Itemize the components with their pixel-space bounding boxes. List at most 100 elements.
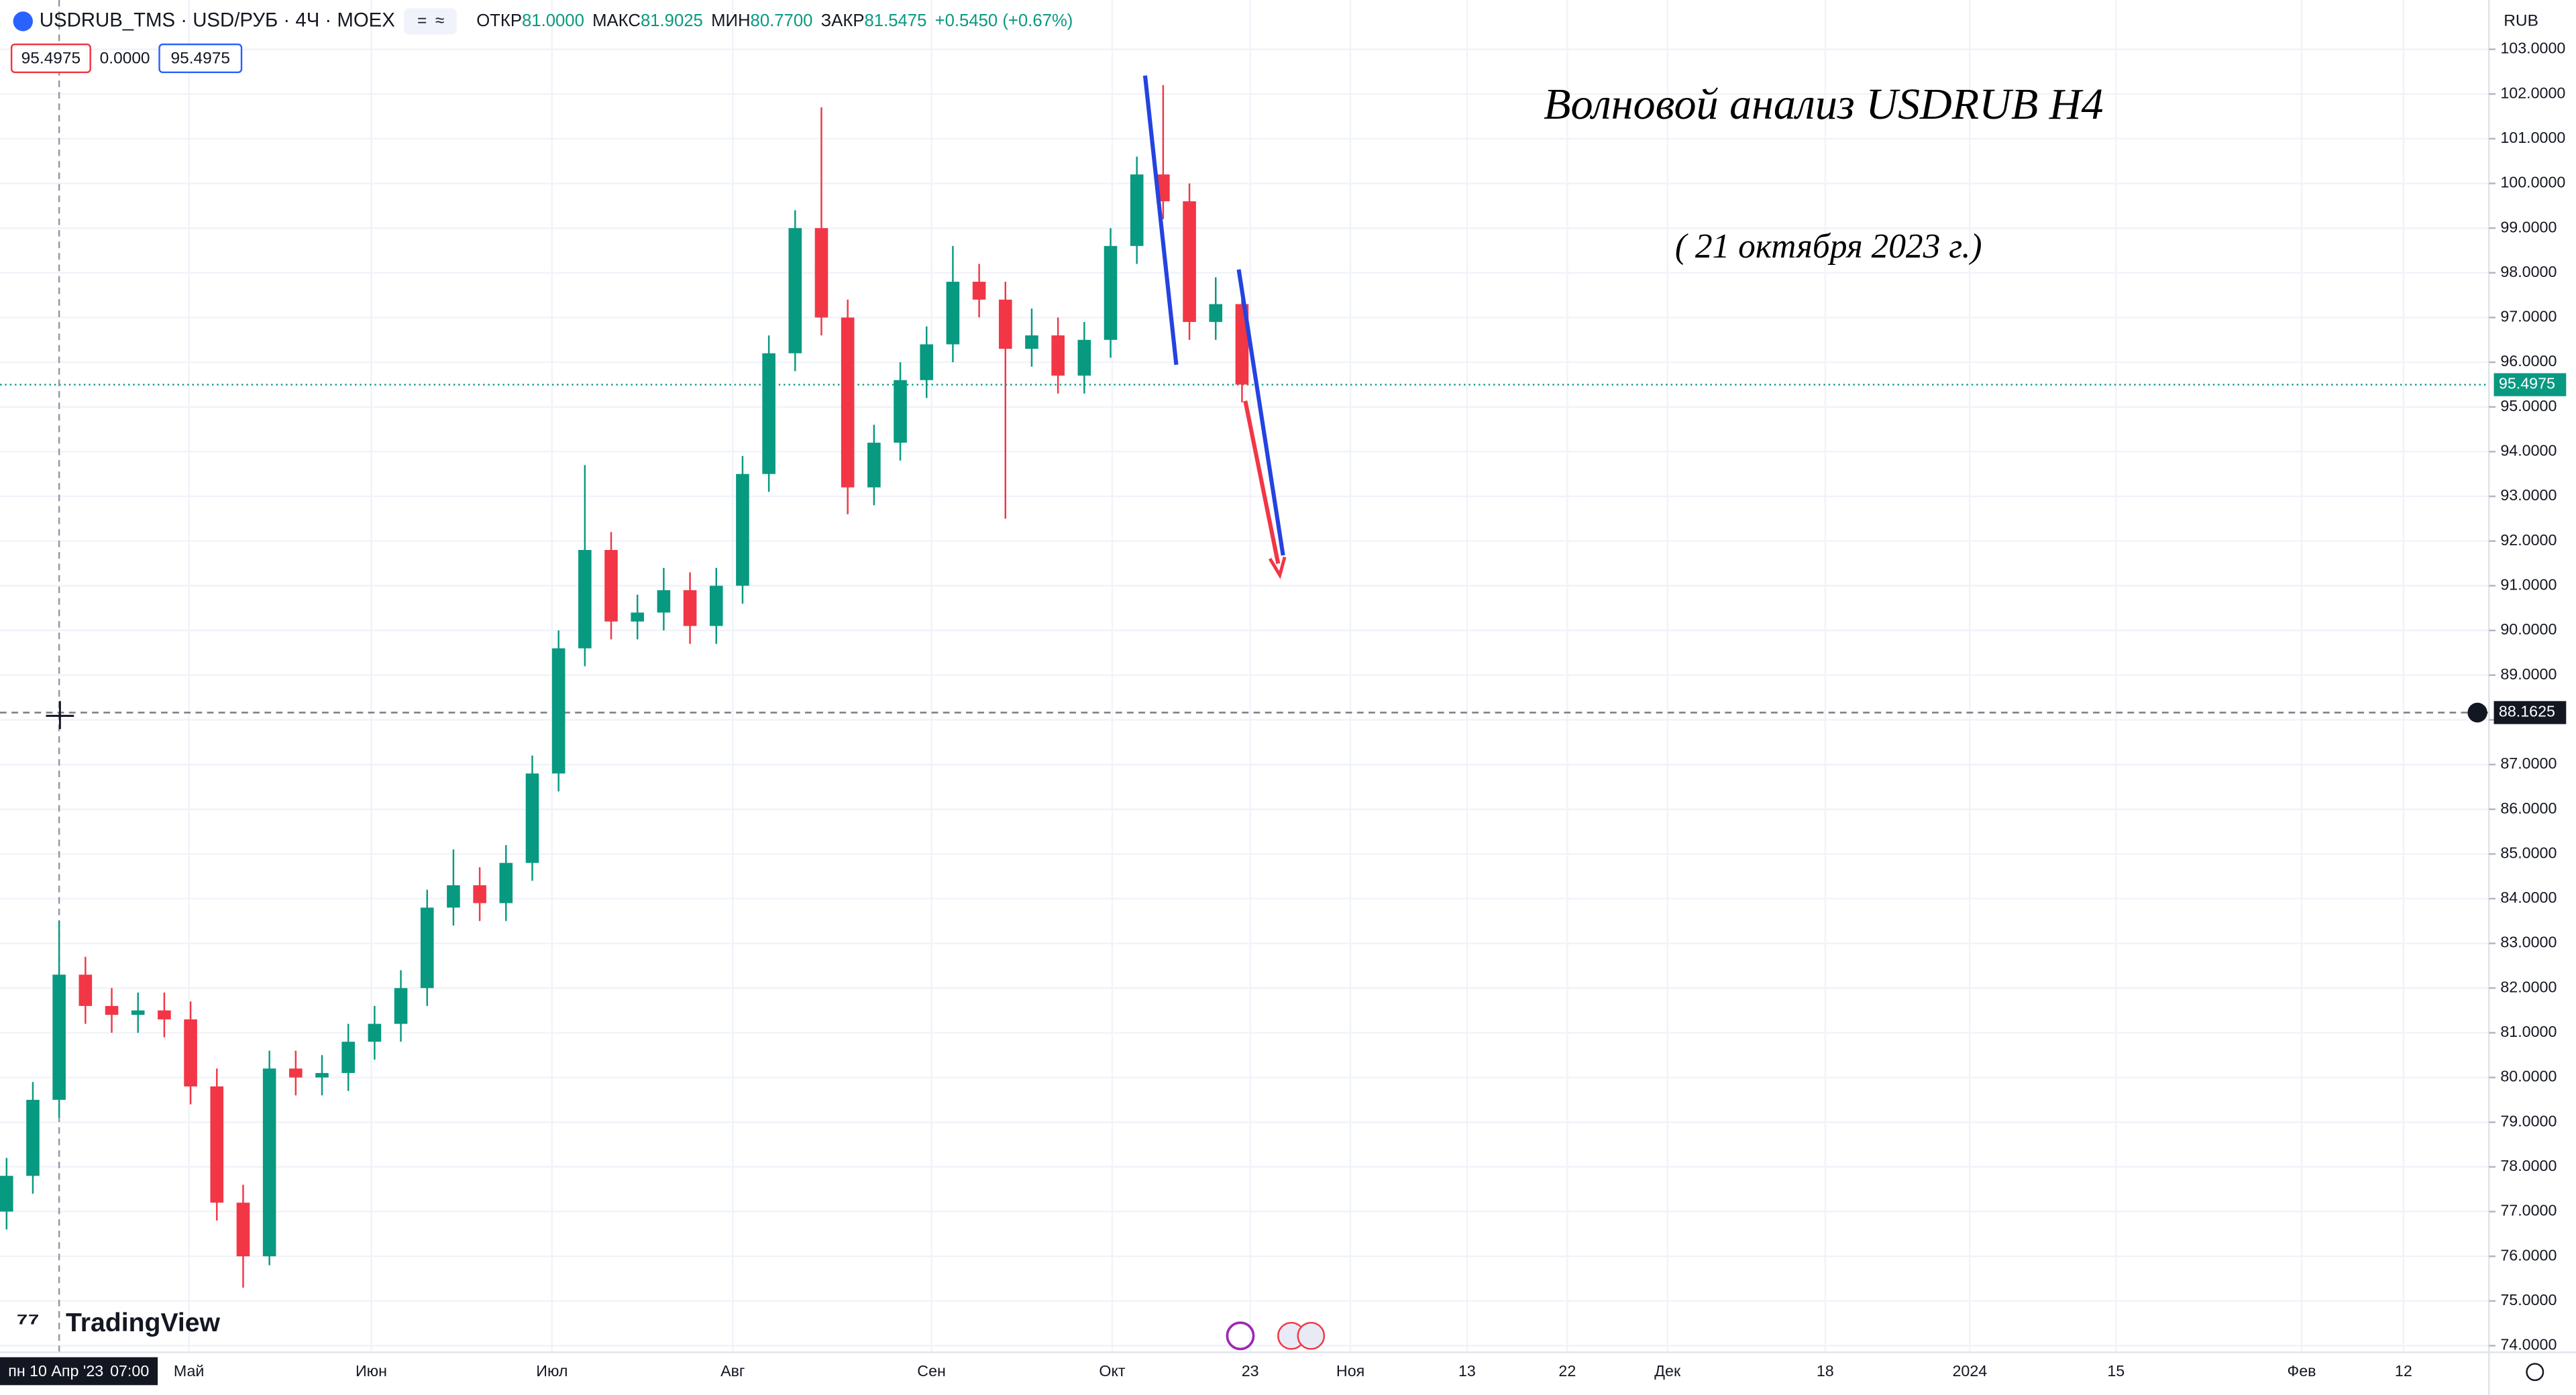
last-price-label: 95.4975 [2499,375,2555,392]
x-tick-label: Май [174,1362,205,1380]
candle-body [867,443,881,488]
candle-body [0,1176,13,1212]
candle-body [473,885,486,903]
y-tick-label: 84.0000 [2500,889,2557,906]
y-tick-label: 95.0000 [2500,397,2557,414]
candle-body [683,590,697,626]
candle-body [972,282,986,300]
candle-body [814,228,828,318]
symbol-title: USDRUB_TMS · USD/РУБ · 4Ч · MOEX [40,9,395,32]
candle-body [1077,339,1091,376]
y-tick-label: 87.0000 [2500,755,2557,772]
x-tick-label: 12 [2395,1362,2412,1380]
x-tick-label: Авг [720,1362,745,1380]
crosshair-date: пн 10 Апр '23 [8,1362,103,1380]
y-tick-label: 76.0000 [2500,1246,2557,1264]
trend-line [1142,75,1179,366]
y-tick-label: 103.0000 [2500,40,2565,57]
x-tick-label: Дек [1654,1362,1681,1380]
toggle-button[interactable] [404,8,457,35]
crosshair-date-box [0,1357,158,1386]
y-tick-label: 98.0000 [2500,263,2557,280]
candle-body [1104,245,1118,340]
candle-body [184,1019,197,1086]
arrow-head [1268,556,1287,579]
x-tick-label: Фев [2288,1362,2316,1380]
candle-body [105,1005,119,1015]
ohlc-legend: ОТКР81.0000 МАКС81.9025 МИН80.7700 ЗАКР81.5… [476,11,1073,30]
y-tick-label: 99.0000 [2500,218,2557,235]
y-tick-label: 96.0000 [2500,352,2557,370]
candle-body [447,885,460,908]
stat-label: МИН [711,11,750,30]
grid [0,0,2489,1353]
candle-body [499,862,513,903]
event-icon[interactable] [1297,1321,1326,1350]
candle-body [841,317,855,488]
icon: ≈ [435,11,444,30]
candle-body [736,473,749,586]
candle-body [1209,304,1223,323]
candle-body [210,1086,224,1203]
y-tick-label: 86.0000 [2500,799,2557,817]
crosshair-price-label: 88.1625 [2499,703,2555,720]
stat-value: +0.5450 (+0.67%) [935,11,1073,30]
y-tick-label: 79.0000 [2500,1112,2557,1129]
sell-box[interactable] [10,43,91,74]
symbol-icon [13,11,33,32]
candle-body [788,228,802,353]
candle-body [551,648,566,774]
x-tick-label: 13 [1458,1362,1476,1380]
stat-value: 81.9025 [641,11,703,30]
candle-body [78,974,93,1006]
candle-body [604,550,618,622]
annotation: Волновой анализ USDRUB H4 [1544,80,2103,129]
y-tick-label: 90.0000 [2500,620,2557,638]
candle-body [236,1203,250,1257]
candle-body [1130,174,1144,246]
settings-icon[interactable] [2526,1363,2544,1382]
crosshair-price-box [2493,701,2567,724]
y-tick-label: 97.0000 [2500,308,2557,325]
x-tick-label: 18 [1817,1362,1834,1380]
candle-body [26,1099,40,1176]
y-tick-label: 85.0000 [2500,844,2557,861]
candle-body [709,585,723,626]
candle-body [131,1010,145,1015]
candle-body [368,1023,382,1042]
candle-body [578,550,592,649]
y-tick-label: 91.0000 [2500,575,2557,593]
candle-body [1025,335,1038,349]
icon: = [417,11,427,30]
sell-price: 95.4975 [21,50,80,68]
y-tick-label: 102.0000 [2500,84,2565,101]
candle-body [289,1068,303,1078]
candle-body [525,773,539,863]
candles [0,85,1249,1288]
buy-box[interactable] [158,43,243,74]
stat-label: ОТКР [476,11,522,30]
x-tick-label: 2024 [1952,1362,1987,1380]
y-tick-label: 92.0000 [2500,531,2557,549]
y-tick-label: 100.0000 [2500,174,2565,191]
candle-body [341,1042,355,1073]
candle-body [1051,335,1065,376]
candle-body [52,974,66,1100]
candle-body [894,380,907,443]
x-tick-label: Сен [917,1362,946,1380]
candle-body [631,612,644,622]
annotation: ( 21 октября 2023 г.) [1675,227,1982,266]
y-tick-label: 93.0000 [2500,486,2557,504]
buy-price: 95.4975 [171,50,230,68]
currency: RUB [2504,11,2538,30]
stat-value: 80.7700 [751,11,813,30]
x-tick-label: 22 [1558,1362,1576,1380]
brand: TradingView [66,1308,221,1337]
candle-body [420,907,434,989]
stat-value: 81.0000 [522,11,584,30]
candle-body [920,344,934,380]
event-icon[interactable] [1226,1321,1255,1351]
candle-body [657,590,671,613]
